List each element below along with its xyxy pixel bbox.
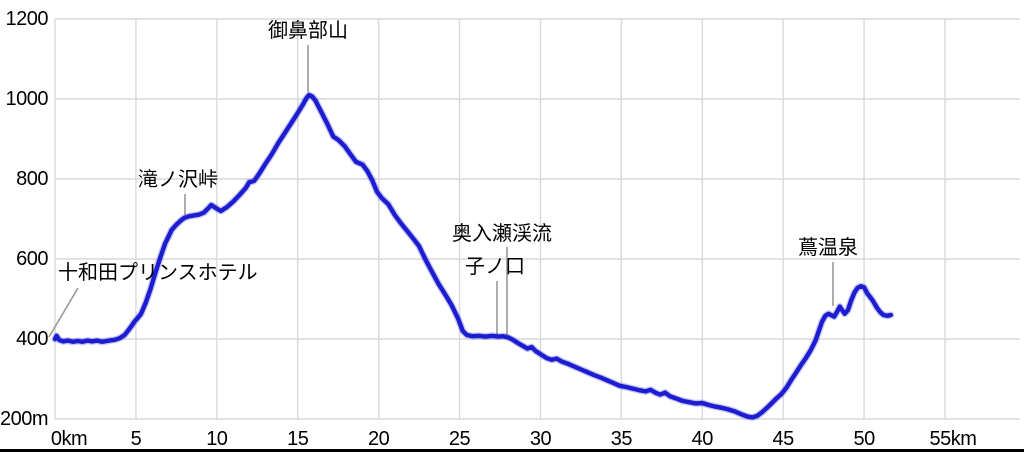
x-axis-tick-label: 55km — [929, 428, 977, 450]
x-axis-tick-label: 5 — [130, 428, 142, 450]
y-axis-tick-label: 800 — [16, 168, 48, 190]
x-axis-tick-label: 40 — [691, 428, 714, 450]
y-axis-tick-label: 600 — [16, 248, 48, 270]
x-axis-tick-label: 30 — [529, 428, 552, 450]
x-axis-tick-label: 10 — [206, 428, 228, 450]
bottom-border — [0, 449, 1024, 452]
y-axis-tick-label: 200m — [0, 408, 49, 430]
x-axis-tick-label: 15 — [287, 428, 309, 450]
annotation-label-nenokuchi: 子ノ口 — [465, 256, 525, 278]
y-axis-tick-label: 1000 — [5, 88, 49, 110]
y-axis-tick-label: 400 — [16, 328, 48, 350]
annotation-leader-towada-prince-hotel — [48, 287, 79, 338]
annotation-label-towada-prince-hotel: 十和田プリンスホテル — [58, 262, 258, 284]
elevation-line — [52, 92, 893, 420]
x-axis-tick-label: 25 — [448, 428, 471, 450]
x-axis-tick-label: 50 — [853, 428, 875, 450]
annotation-label-oirase-stream: 奥入瀬渓流 — [452, 223, 552, 245]
annotation-label-takinosawa-pass: 滝ノ沢峠 — [138, 169, 218, 191]
x-axis-tick-label: 0km — [50, 428, 88, 450]
annotation-label-mt-ohanabe: 御鼻部山 — [268, 20, 348, 42]
x-axis-tick-label: 20 — [368, 428, 390, 450]
annotation-label-tsuta-onsen: 蔦温泉 — [798, 237, 858, 259]
x-axis-tick-label: 45 — [772, 428, 795, 450]
x-axis-tick-label: 35 — [610, 428, 633, 450]
y-axis-tick-label: 1200 — [5, 8, 49, 30]
